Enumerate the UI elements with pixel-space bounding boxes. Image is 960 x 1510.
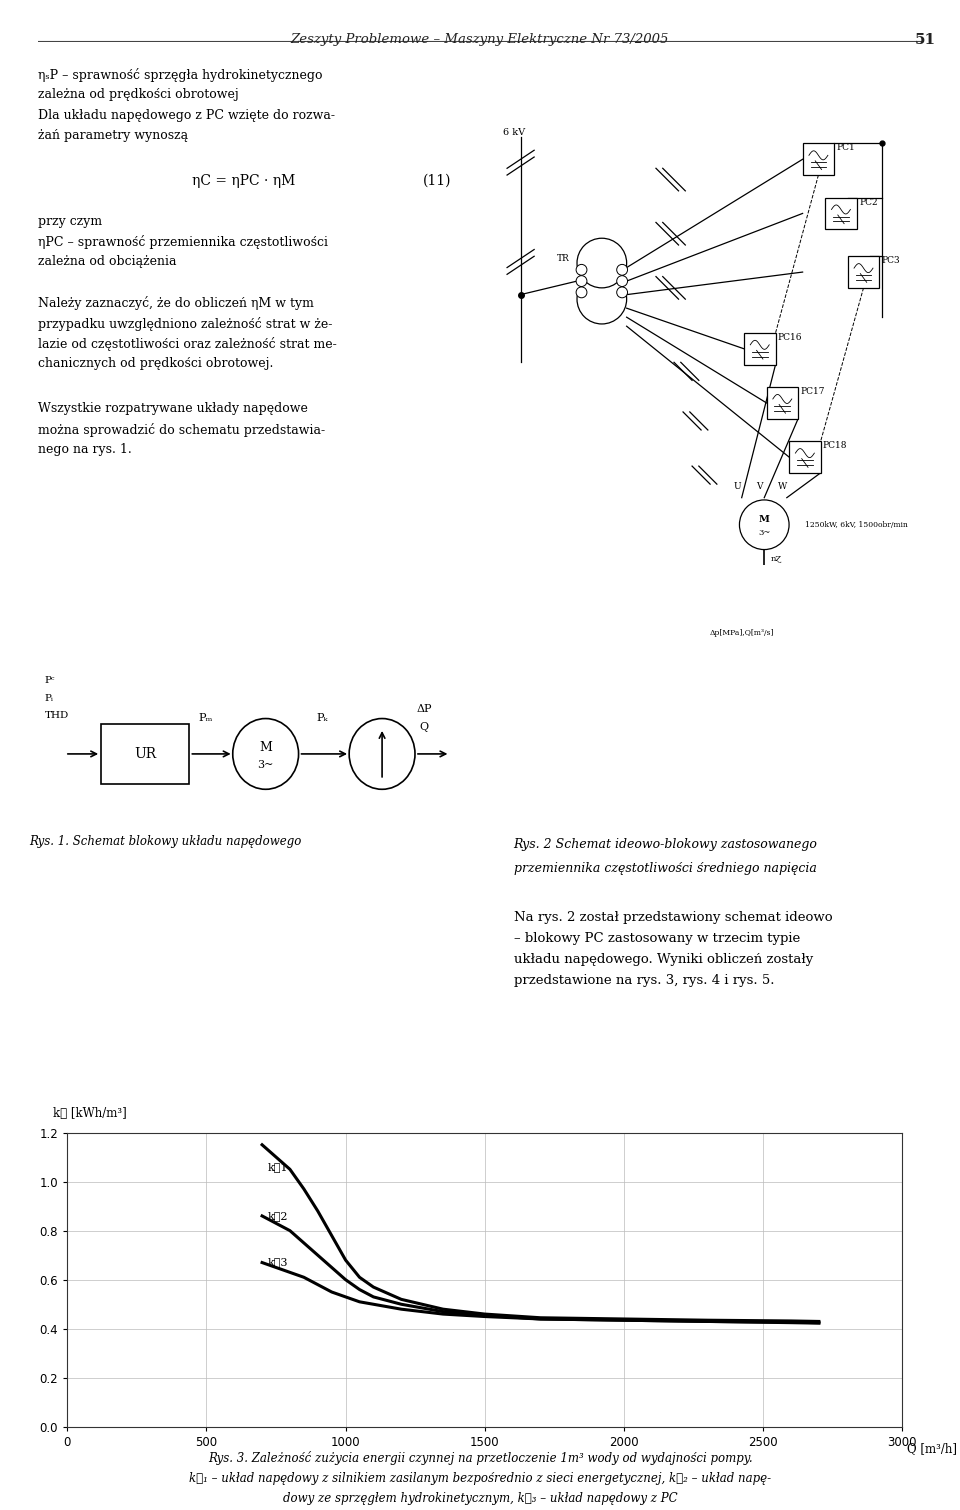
Text: przypadku uwzględniono zależność strat w że-: przypadku uwzględniono zależność strat w… <box>38 317 333 331</box>
Text: (11): (11) <box>422 174 451 187</box>
Text: nego na rys. 1.: nego na rys. 1. <box>38 442 132 456</box>
Text: THD: THD <box>45 711 69 720</box>
Text: V: V <box>756 482 763 491</box>
FancyBboxPatch shape <box>101 723 189 784</box>
Text: – blokowy PC zastosowany w trzecim typie: – blokowy PC zastosowany w trzecim typie <box>514 932 800 945</box>
FancyBboxPatch shape <box>766 387 798 418</box>
Text: Q: Q <box>420 722 429 731</box>
Text: 51: 51 <box>915 33 936 47</box>
Circle shape <box>577 239 627 288</box>
Text: U: U <box>733 482 741 491</box>
Text: układu napędowego. Wyniki obliczeń zostały: układu napędowego. Wyniki obliczeń zosta… <box>514 953 813 966</box>
Text: przy czym: przy czym <box>38 214 103 228</box>
Text: Wszystkie rozpatrywane układy napędowe: Wszystkie rozpatrywane układy napędowe <box>38 402 308 415</box>
Text: PC1: PC1 <box>836 143 855 153</box>
Text: lazie od częstotliwości oraz zależność strat me-: lazie od częstotliwości oraz zależność s… <box>38 337 337 350</box>
Text: Rys. 2 Schemat ideowo-blokowy zastosowanego: Rys. 2 Schemat ideowo-blokowy zastosowan… <box>514 838 818 852</box>
Text: Q [m³/h]: Q [m³/h] <box>907 1442 957 1456</box>
Circle shape <box>576 287 587 297</box>
Text: Na rys. 2 został przedstawiony schemat ideowo: Na rys. 2 został przedstawiony schemat i… <box>514 911 832 924</box>
Circle shape <box>577 275 627 325</box>
Text: PC18: PC18 <box>823 441 848 450</box>
Text: Pᵢ: Pᵢ <box>45 693 54 702</box>
Circle shape <box>616 276 628 287</box>
Text: k₝3: k₝3 <box>268 1258 288 1267</box>
Text: Δp[MPa],Q[m³/s]: Δp[MPa],Q[m³/s] <box>709 628 774 637</box>
Circle shape <box>739 500 789 550</box>
Text: Pₖ: Pₖ <box>316 713 327 723</box>
Circle shape <box>232 719 299 790</box>
Text: W: W <box>778 482 787 491</box>
Text: k₝1: k₝1 <box>268 1161 288 1172</box>
Text: k₝2: k₝2 <box>268 1211 288 1220</box>
Text: przemiennika częstotliwości średniego napięcia: przemiennika częstotliwości średniego na… <box>514 862 816 876</box>
Text: PC3: PC3 <box>881 257 900 266</box>
Text: 1250kW, 6kV, 1500obr/min: 1250kW, 6kV, 1500obr/min <box>804 521 908 528</box>
Text: żań parametry wynoszą: żań parametry wynoszą <box>38 130 188 142</box>
FancyBboxPatch shape <box>789 441 821 473</box>
Text: UR: UR <box>134 747 156 761</box>
Text: TR: TR <box>557 254 569 263</box>
FancyBboxPatch shape <box>848 257 879 288</box>
Text: Dla układu napędowego z PC wzięte do rozwa-: Dla układu napędowego z PC wzięte do roz… <box>38 109 335 122</box>
Text: M: M <box>758 515 770 524</box>
Text: 3~: 3~ <box>257 760 274 770</box>
Circle shape <box>744 581 784 622</box>
Text: PC17: PC17 <box>801 387 825 396</box>
Text: ΔP: ΔP <box>417 704 432 714</box>
Text: PC2: PC2 <box>859 198 877 207</box>
Text: dowy ze sprzęgłem hydrokinetycznym, k₝₃ – układ napędowy z PC: dowy ze sprzęgłem hydrokinetycznym, k₝₃ … <box>282 1492 678 1505</box>
Text: Należy zaznaczyć, że do obliczeń ηM w tym: Należy zaznaczyć, że do obliczeń ηM w ty… <box>38 296 314 310</box>
Text: zależna od obciążenia: zależna od obciążenia <box>38 255 177 269</box>
Text: k₝ [kWh/m³]: k₝ [kWh/m³] <box>53 1107 127 1120</box>
Text: można sprowadzić do schematu przedstawia-: można sprowadzić do schematu przedstawia… <box>38 423 325 436</box>
Text: przedstawione na rys. 3, rys. 4 i rys. 5.: przedstawione na rys. 3, rys. 4 i rys. 5… <box>514 974 774 988</box>
FancyBboxPatch shape <box>744 334 776 364</box>
Text: Rys. 1. Schemat blokowy układu napędowego: Rys. 1. Schemat blokowy układu napędoweg… <box>29 835 301 849</box>
Text: Pᶜ: Pᶜ <box>45 676 56 686</box>
FancyBboxPatch shape <box>826 198 856 230</box>
Text: 3~: 3~ <box>758 528 771 538</box>
Circle shape <box>349 719 415 790</box>
Circle shape <box>616 287 628 297</box>
Text: nⱿ: nⱿ <box>771 554 782 563</box>
Text: 6 kV: 6 kV <box>503 128 525 137</box>
FancyBboxPatch shape <box>803 143 834 175</box>
Text: M: M <box>259 741 272 753</box>
Text: k₝₁ – układ napędowy z silnikiem zasilanym bezpośrednio z sieci energetycznej, k: k₝₁ – układ napędowy z silnikiem zasilan… <box>189 1472 771 1486</box>
Text: Rys. 3. Zależność zużycia energii czynnej na przetloczenie 1m³ wody od wydajnośc: Rys. 3. Zależność zużycia energii czynne… <box>207 1451 753 1465</box>
Circle shape <box>616 264 628 275</box>
Text: ηC = ηPC · ηM: ηC = ηPC · ηM <box>192 174 296 187</box>
Text: ηₛP – sprawność sprzęgła hydrokinetycznego: ηₛP – sprawność sprzęgła hydrokinetyczne… <box>38 68 323 82</box>
Text: Zeszyty Problemowe – Maszyny Elektryczne Nr 73/2005: Zeszyty Problemowe – Maszyny Elektryczne… <box>291 33 669 47</box>
Circle shape <box>576 264 587 275</box>
Text: PC16: PC16 <box>778 334 803 341</box>
Circle shape <box>576 276 587 287</box>
Text: ηPC – sprawność przemiennika częstotliwości: ηPC – sprawność przemiennika częstotliwo… <box>38 236 328 249</box>
Text: zależna od prędkości obrotowej: zależna od prędkości obrotowej <box>38 88 239 101</box>
Text: Pₘ: Pₘ <box>199 713 212 723</box>
Text: chanicznych od prędkości obrotowej.: chanicznych od prędkości obrotowej. <box>38 358 274 370</box>
